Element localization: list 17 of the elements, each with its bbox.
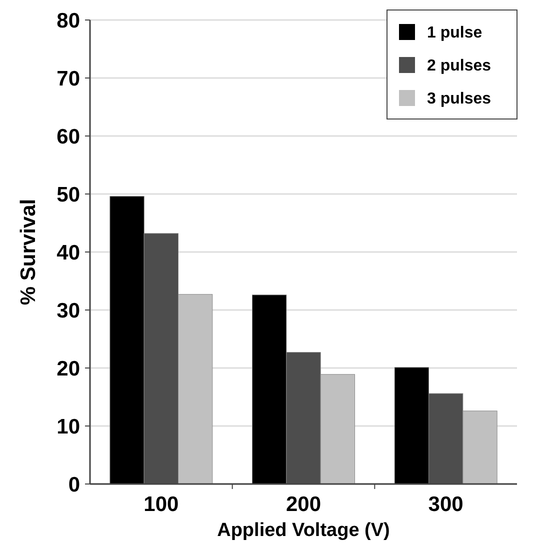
y-tick-label: 10 <box>56 415 80 438</box>
y-tick-label: 60 <box>56 125 80 148</box>
y-axis-title: % Survival <box>17 198 40 306</box>
x-tick-label: 100 <box>144 493 179 516</box>
legend-label: 1 pulse <box>427 24 482 42</box>
y-tick-label: 80 <box>56 9 80 32</box>
y-tick-label: 50 <box>56 183 80 206</box>
y-tick-label: 0 <box>68 473 80 496</box>
y-tick-label: 40 <box>56 241 80 264</box>
legend-label: 3 pulses <box>427 90 492 108</box>
legend-label: 2 pulses <box>427 58 492 75</box>
x-tick-label: 200 <box>286 493 322 516</box>
x-axis-title: Applied Voltage (V) <box>217 520 390 541</box>
x-tick-label: 300 <box>428 493 464 516</box>
y-tick-label: 30 <box>56 299 80 322</box>
y-tick-label: 20 <box>56 357 80 380</box>
y-tick-label: 70 <box>56 67 80 90</box>
